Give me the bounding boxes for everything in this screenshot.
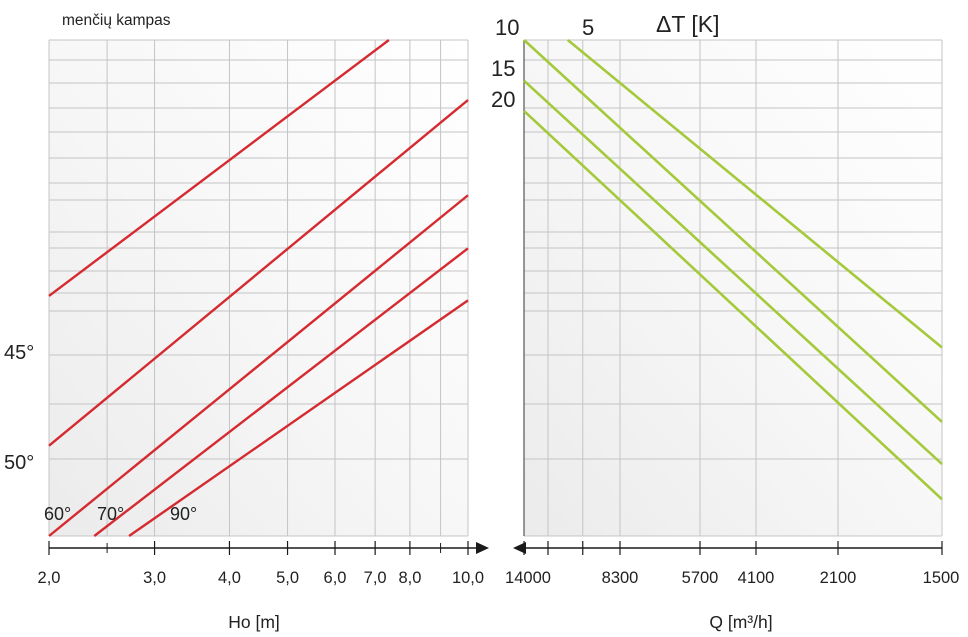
right-series-line-1 (523, 39, 943, 423)
side-label-45: 45° (4, 342, 34, 364)
left-series-line-2 (48, 194, 469, 537)
left-tick-label-4: 6,0 (324, 569, 347, 587)
left-tick-label-1: 3,0 (143, 569, 166, 587)
dt-label-20: 20 (491, 87, 515, 112)
right-gridlines (523, 39, 943, 537)
right-series-group (523, 38, 943, 501)
left-tick-label-5: 7,0 (364, 569, 387, 587)
right-tick-label-5: 1500 (923, 569, 960, 587)
left-series-line-0 (48, 39, 390, 297)
right-tick-label-3: 4100 (738, 569, 775, 587)
dt-label-5: 5 (582, 15, 594, 40)
left-axis-arrow (476, 542, 489, 554)
left-x-axis-label: Ho [m] (228, 612, 280, 632)
left-gridlines (48, 39, 469, 537)
right-tick-label-0: 14000 (505, 569, 551, 587)
left-tick-label-6: 8,0 (398, 569, 421, 587)
curve-label-60: 60° (44, 504, 71, 524)
left-tick-label-7: 10,0 (452, 569, 484, 587)
right-x-ticks: 14000 8300 5700 4100 2100 1500 (505, 541, 959, 587)
left-series-line-4 (128, 299, 469, 537)
left-chart-title: menčių kampas (62, 12, 171, 29)
right-tick-label-1: 8300 (602, 569, 639, 587)
curve-label-70: 70° (97, 504, 124, 524)
left-tick-label-2: 4,0 (218, 569, 241, 587)
dt-label-15: 15 (491, 56, 515, 81)
right-x-axis-label: Q [m³/h] (709, 612, 772, 632)
dt-label-10: 10 (495, 15, 519, 40)
right-tick-label-4: 2100 (820, 569, 857, 587)
right-tick-label-2: 5700 (682, 569, 719, 587)
right-series-line-3 (523, 109, 943, 501)
right-series-line-0 (566, 38, 943, 349)
side-label-50: 50° (4, 452, 34, 474)
left-series-group (48, 39, 469, 537)
left-tick-label-3: 5,0 (276, 569, 299, 587)
right-series-line-2 (523, 79, 943, 466)
left-plot-area (49, 40, 468, 536)
right-plot-area (524, 40, 942, 536)
left-series-line-1 (48, 99, 469, 447)
right-axis-arrow (513, 542, 526, 554)
left-tick-label-0: 2,0 (38, 569, 61, 587)
left-series-line-3 (93, 247, 469, 537)
right-chart-title: ΔT [K] (656, 11, 720, 37)
left-x-ticks: 2,0 3,0 4,0 5,0 6,0 7,0 8,0 10,0 (38, 541, 484, 587)
curve-label-90: 90° (170, 504, 197, 524)
